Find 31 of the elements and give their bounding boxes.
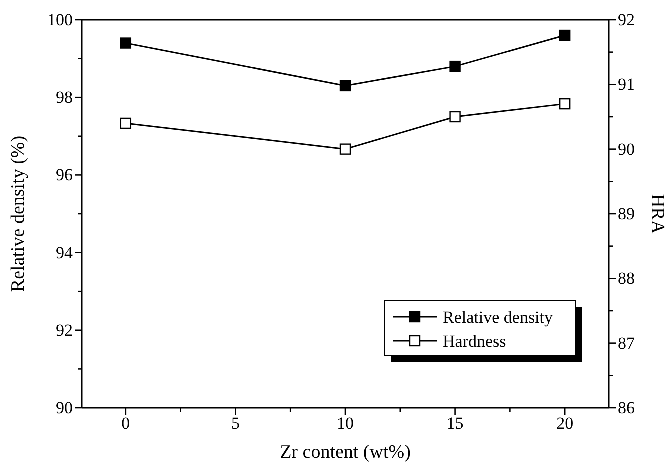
x-tick-label: 15 [446, 414, 464, 434]
x-tick-label: 10 [337, 414, 354, 434]
y2-tick-label: 90 [618, 140, 635, 159]
y-tick-label: 96 [56, 166, 73, 185]
y-tick-label: 92 [56, 320, 73, 340]
point [340, 80, 352, 92]
point [559, 98, 571, 110]
y2-tick-label: 92 [618, 10, 635, 30]
point [120, 118, 132, 130]
legend-label: Relative density [443, 308, 554, 327]
legend-label: Hardness [443, 332, 506, 351]
y2-tick-label: 87 [618, 334, 636, 353]
point [340, 144, 352, 155]
point [559, 30, 571, 42]
point [120, 38, 132, 49]
x-axis-title: Zr content (wt%) [280, 442, 411, 463]
x-tick-label: 20 [556, 414, 574, 434]
y-tick-label: 94 [56, 243, 74, 262]
y2-tick-label: 86 [618, 398, 635, 418]
y2-tick-label: 88 [618, 269, 635, 288]
point [450, 60, 461, 72]
y-tick-label: 98 [56, 88, 73, 108]
y2-tick-label: 89 [618, 204, 635, 224]
y-tick-label: 90 [56, 398, 73, 418]
x-tick-label: 0 [122, 414, 130, 434]
y-axis-title: Relative density (%) [8, 136, 29, 292]
y2-axis-title: HRA [647, 194, 668, 234]
y-tick-label: 100 [48, 10, 73, 30]
point [450, 111, 461, 123]
x-tick-label: 5 [231, 414, 240, 434]
y2-tick-label: 91 [618, 75, 635, 94]
